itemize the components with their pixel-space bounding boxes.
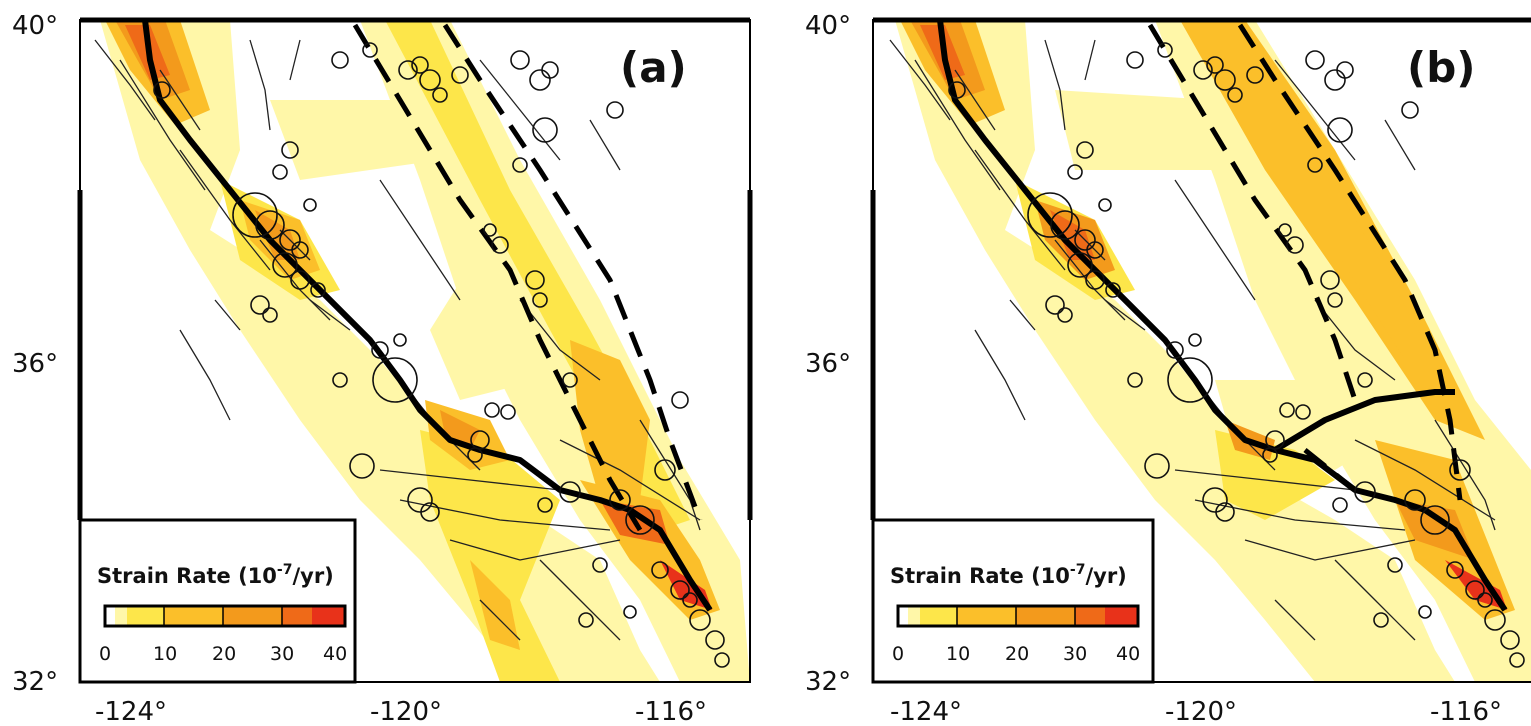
- legend-tick-30-a: 30: [270, 643, 294, 665]
- x-tick-124-b: -124°: [890, 697, 962, 726]
- legend-tick-10-b: 10: [946, 643, 970, 665]
- map-panel-a: 40° 36° 32° -124° -120° -116° (a) Strain…: [0, 0, 765, 726]
- map-panel-b: 40° 36° 32° -124° -120° -116° (b) Strain…: [795, 0, 1531, 726]
- colorbar-a: [103, 604, 347, 628]
- x-tick-124: -124°: [95, 697, 167, 726]
- earthquakes-b: [948, 42, 1525, 668]
- map-a-svg: 40° 36° 32° -124° -120° -116° (a) Strain…: [12, 11, 753, 726]
- legend-tick-40-b: 40: [1116, 643, 1140, 665]
- legend-a: Strain Rate (10-7/yr) 0 10 20 30 40: [78, 518, 357, 684]
- panel-label-a: (a): [620, 43, 687, 92]
- earthquakes-a: [153, 42, 730, 668]
- strain-field-a: [100, 20, 750, 682]
- y-tick-32-b: 32°: [805, 667, 851, 697]
- x-tick-120-b: -120°: [1165, 697, 1237, 726]
- panel-label-b: (b): [1407, 43, 1475, 92]
- y-tick-40-b: 40°: [805, 11, 851, 41]
- legend-title-a: Strain Rate (10-7/yr): [97, 562, 334, 588]
- colorbar-b: [896, 604, 1140, 628]
- y-tick-32: 32°: [12, 667, 58, 697]
- legend-tick-0-a: 0: [99, 643, 111, 665]
- x-tick-120: -120°: [370, 697, 442, 726]
- x-tick-116-b: -116°: [1430, 697, 1502, 726]
- legend-tick-0-b: 0: [892, 643, 904, 665]
- legend-tick-30-b: 30: [1063, 643, 1087, 665]
- y-tick-40: 40°: [12, 11, 58, 41]
- legend-tick-40-a: 40: [323, 643, 347, 665]
- map-b-svg: 40° 36° 32° -124° -120° -116° (b) Strain…: [805, 11, 1531, 726]
- legend-tick-20-a: 20: [212, 643, 236, 665]
- garlock-branch-b: [1273, 389, 1455, 453]
- y-tick-36-b: 36°: [805, 349, 851, 379]
- legend-tick-20-b: 20: [1005, 643, 1029, 665]
- legend-b: Strain Rate (10-7/yr) 0 10 20 30 40: [871, 518, 1155, 684]
- legend-tick-10-a: 10: [153, 643, 177, 665]
- x-tick-116: -116°: [635, 697, 707, 726]
- dashed-boundaries-a: [352, 23, 703, 532]
- y-tick-36: 36°: [12, 349, 58, 379]
- legend-title-b: Strain Rate (10-7/yr): [890, 562, 1127, 588]
